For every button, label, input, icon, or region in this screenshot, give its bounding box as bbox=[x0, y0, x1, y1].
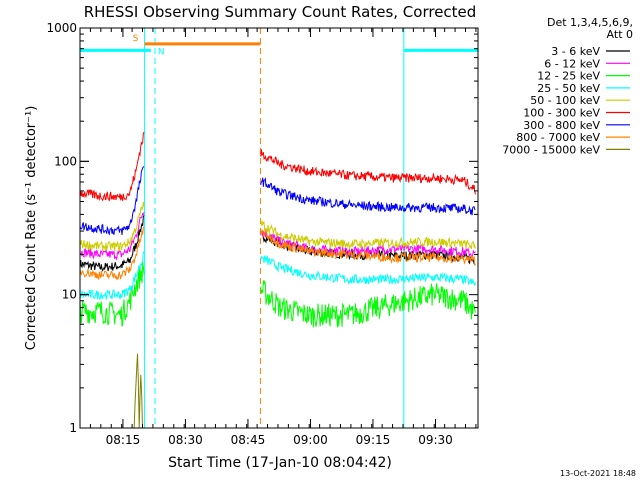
series-line bbox=[79, 202, 476, 252]
legend-entry-label: 50 - 100 keV bbox=[530, 94, 600, 107]
y-tick-label: 10 bbox=[62, 288, 77, 302]
footer-timestamp: 13-Oct-2021 18:48 bbox=[560, 469, 636, 478]
series-line bbox=[79, 131, 476, 202]
plot-area: S N 1 10 100 1000 08:15 08:30 08:45 09:00 09:15 09:… bbox=[46, 21, 479, 447]
legend-entry-label: 7000 - 15000 keV bbox=[502, 143, 600, 156]
legend-entry-label: 800 - 7000 keV bbox=[516, 131, 600, 144]
y-axis-label: Corrected Count Rate (s⁻¹ detector⁻¹) bbox=[24, 106, 39, 351]
legend-entry-label: 12 - 25 keV bbox=[537, 70, 600, 83]
flag-bar-label: S bbox=[133, 34, 139, 44]
x-tick-label: 09:30 bbox=[418, 433, 453, 447]
legend-header-2: Att 0 bbox=[607, 28, 633, 41]
plot-frame bbox=[79, 27, 479, 429]
legend-entry-label: 300 - 800 keV bbox=[523, 119, 600, 132]
legend-header-1: Det 1,3,4,5,6,9, bbox=[547, 16, 633, 29]
x-tick-label: 08:30 bbox=[168, 433, 203, 447]
chart-title: RHESSI Observing Summary Count Rates, Co… bbox=[84, 3, 477, 21]
series-line bbox=[133, 353, 143, 429]
y-tick-label: 1000 bbox=[46, 21, 77, 35]
x-tick-label: 08:45 bbox=[231, 433, 266, 447]
legend-entry-label: 100 - 300 keV bbox=[523, 107, 600, 120]
x-axis-label: Start Time (17-Jan-10 08:04:42) bbox=[168, 455, 392, 471]
series-line bbox=[79, 261, 476, 328]
legend-entry-label: 25 - 50 keV bbox=[537, 82, 600, 95]
x-tick-label: 09:15 bbox=[356, 433, 391, 447]
series-line bbox=[79, 212, 476, 261]
flag-bar-label: N bbox=[158, 47, 165, 57]
y-tick-label: 100 bbox=[54, 154, 77, 168]
series-line bbox=[79, 251, 476, 300]
x-tick-label: 08:15 bbox=[106, 433, 141, 447]
x-tick-label: 09:00 bbox=[293, 433, 328, 447]
series-line bbox=[79, 166, 476, 236]
legend-entry-label: 3 - 6 keV bbox=[551, 45, 600, 58]
series-line bbox=[79, 226, 476, 281]
legend-entry-label: 6 - 12 keV bbox=[544, 57, 600, 70]
y-tick-label: 1 bbox=[69, 421, 77, 435]
